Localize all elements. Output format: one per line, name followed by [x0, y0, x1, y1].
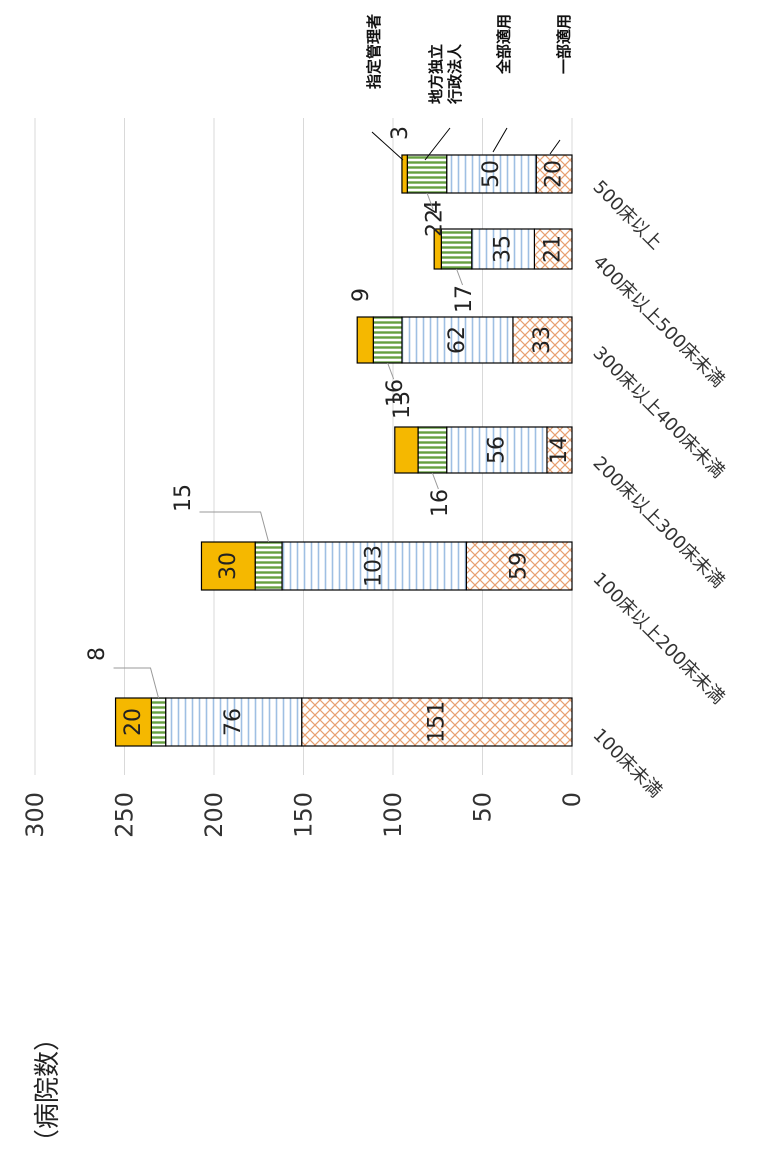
- data-label-1-4: 35: [491, 235, 516, 263]
- legend-dokuritsu-line1: 地方独立: [427, 44, 445, 104]
- data-label-1-3: 62: [445, 326, 470, 354]
- bar-segment-1-0: [165, 697, 303, 747]
- bar-segment-1-5: [446, 154, 537, 194]
- data-label-3-4: 4: [421, 200, 446, 214]
- bar-segment-3-5: [401, 154, 408, 194]
- legend-leader-shitei: [371, 131, 404, 161]
- legend-layer: 指定管理者 地方独立 行政法人 全部適用 一部適用: [365, 14, 573, 161]
- bar-segment-1-4: [471, 228, 536, 270]
- bar-segment-1-3: [401, 316, 514, 364]
- category-label-0: 100床未満: [589, 725, 666, 802]
- data-label-1-1: 103: [362, 545, 387, 587]
- data-label-3-3: 9: [349, 288, 374, 302]
- data-label-2-4: 17: [452, 285, 477, 313]
- legend-leader-ichibu: [549, 139, 561, 155]
- data-label-2-0: 8: [85, 647, 110, 661]
- data-label-1-2: 56: [484, 436, 509, 464]
- data-label-2-1: 15: [171, 484, 196, 512]
- bar-segment-1-2: [446, 426, 548, 474]
- bar-segment-3-3: [356, 316, 374, 364]
- legend-dokuritsu-line2: 行政法人: [446, 43, 464, 105]
- bar-segment-2-3: [372, 316, 403, 364]
- legend-shitei: 指定管理者: [365, 14, 383, 89]
- leader-line-0: [113, 667, 159, 699]
- leader-line-2: [431, 472, 439, 490]
- tick-label-200: 200: [200, 792, 228, 838]
- leader-line-5: [426, 192, 434, 210]
- category-label-5: 500床以上: [589, 177, 666, 254]
- data-label-2-2: 16: [428, 489, 453, 517]
- leader-line-1: [199, 511, 270, 543]
- leader-line-3: [387, 362, 395, 380]
- bar-segment-3-4: [433, 228, 442, 270]
- bar-segment-3-2: [394, 426, 419, 474]
- grid-layer: [34, 118, 573, 775]
- bar-segment-3-1: [200, 541, 256, 591]
- data-label-0-2: 14: [547, 436, 572, 464]
- data-label-3-5: 3: [388, 126, 413, 140]
- legend-ichibu: 一部適用: [555, 14, 573, 74]
- bar-segment-2-0: [150, 697, 167, 747]
- leader-line-4: [456, 268, 464, 286]
- tick-label-0: 0: [558, 792, 586, 807]
- bars-layer: [114, 154, 573, 747]
- tick-label-150: 150: [290, 792, 318, 838]
- data-label-0-1: 59: [507, 552, 532, 580]
- tick-label-100: 100: [379, 792, 407, 838]
- tick-label-250: 250: [111, 792, 139, 838]
- bar-segment-0-3: [512, 316, 573, 364]
- legend-leader-dokuritsu: [424, 127, 451, 161]
- legend-leader-zenbu: [492, 127, 508, 153]
- data-label-2-3: 16: [383, 379, 408, 407]
- bar-segment-2-1: [254, 541, 283, 591]
- bar-segment-0-5: [535, 154, 573, 194]
- data-label-3-2: 13: [390, 391, 415, 419]
- legend-zenbu: 全部適用: [495, 14, 513, 75]
- data-label-3-1: 30: [216, 552, 241, 580]
- data-label-0-3: 33: [530, 326, 555, 354]
- bar-segment-0-2: [546, 426, 573, 474]
- tick-label-50: 50: [469, 792, 497, 823]
- category-label-1: 100床以上200床未満: [589, 569, 729, 709]
- y-axis-unit-label: （病院数）: [33, 1025, 63, 1155]
- data-label-2-5: 22: [423, 209, 448, 237]
- data-label-0-5: 20: [542, 160, 567, 188]
- data-label-0-4: 21: [541, 235, 566, 263]
- data-label-1-0: 76: [221, 708, 246, 736]
- data-label-3-0: 20: [121, 708, 146, 736]
- bar-segment-2-5: [406, 154, 448, 194]
- bar-segment-3-0: [114, 697, 152, 747]
- tick-label-300: 300: [21, 792, 49, 838]
- data-label-0-0: 151: [424, 701, 449, 743]
- bar-segment-2-2: [417, 426, 448, 474]
- data-label-1-5: 50: [479, 160, 504, 188]
- bar-segment-0-4: [533, 228, 573, 270]
